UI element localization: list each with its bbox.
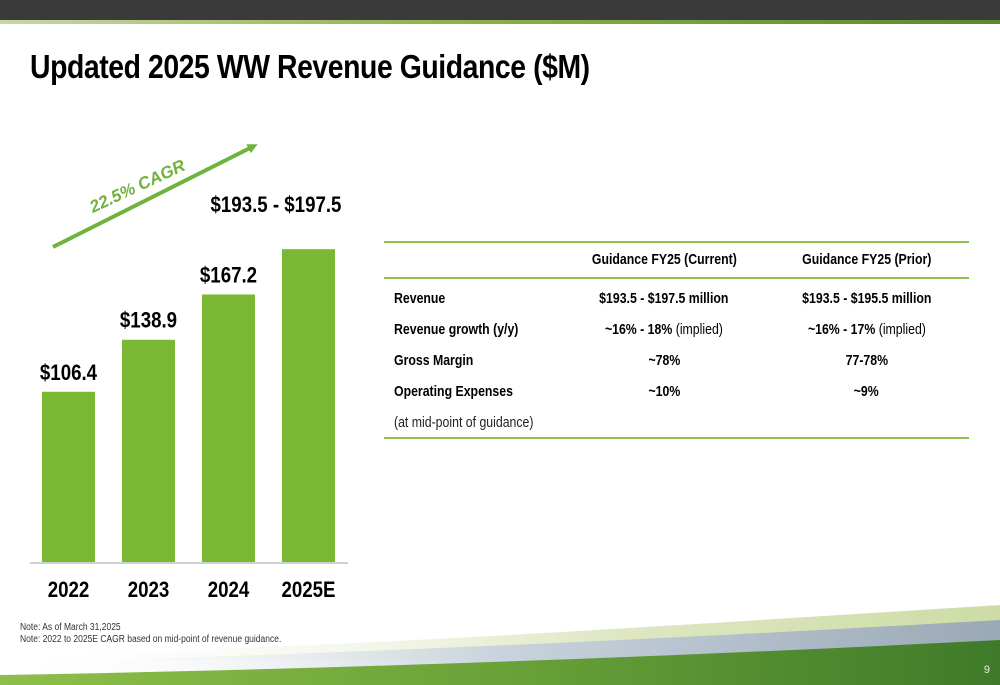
footnotes: Note: As of March 31,2025 Note: 2022 to … bbox=[20, 622, 327, 646]
row-label: Gross Margin bbox=[394, 351, 474, 369]
cell-prior: ~9% bbox=[854, 382, 879, 400]
footnote: Note: 2022 to 2025E CAGR based on mid-po… bbox=[20, 634, 282, 645]
top-bar bbox=[0, 0, 1000, 20]
table-row: Operating Expenses ~10% ~9% bbox=[384, 376, 969, 407]
cell-prior: ~16% - 17% bbox=[807, 320, 875, 338]
table-note-row: (at mid-point of guidance) bbox=[384, 407, 969, 437]
page-title: Updated 2025 WW Revenue Guidance ($M) bbox=[30, 48, 590, 85]
page-number: 9 bbox=[983, 664, 990, 676]
cell-current: ~10% bbox=[648, 382, 680, 400]
revenue-bar-chart: $106.4 2022 $138.9 2023 $167.2 2024 $193.5 - $… bbox=[30, 144, 348, 603]
footer-wave-band bbox=[0, 605, 1000, 685]
x-tick-label: 2022 bbox=[48, 579, 90, 603]
table-top-rule bbox=[384, 241, 969, 243]
bar-2022 bbox=[42, 391, 95, 562]
cell-prior: 77-78% bbox=[845, 351, 888, 369]
cell-prior: $193.5 - $195.5 million bbox=[801, 289, 932, 307]
bar-value-label: $193.5 - $197.5 bbox=[211, 194, 342, 218]
cell-prior-suffix: (implied) bbox=[874, 320, 926, 338]
row-label: Revenue growth (y/y) bbox=[394, 320, 519, 338]
header-prior: Guidance FY25 (Prior) bbox=[801, 251, 932, 268]
bar-2025E bbox=[282, 249, 335, 562]
row-label: Revenue bbox=[394, 289, 446, 307]
bar-value-label: $138.9 bbox=[120, 309, 177, 333]
guidance-table: Guidance FY25 (Current) Guidance FY25 (P… bbox=[384, 241, 969, 439]
bar-value-label: $106.4 bbox=[40, 361, 98, 385]
cell-current: $193.5 - $197.5 million bbox=[599, 289, 729, 307]
x-tick-label: 2024 bbox=[208, 579, 250, 603]
x-tick-label: 2023 bbox=[128, 579, 170, 603]
row-label: Operating Expenses bbox=[394, 382, 513, 400]
table-header-row: Guidance FY25 (Current) Guidance FY25 (P… bbox=[384, 243, 969, 277]
table-note: (at mid-point of guidance) bbox=[394, 413, 534, 431]
table-header-rule bbox=[384, 277, 969, 279]
bar-value-label: $167.2 bbox=[200, 264, 257, 288]
cagr-arrow bbox=[52, 144, 258, 249]
cell-current-suffix: (implied) bbox=[672, 320, 723, 338]
bar-2024 bbox=[202, 294, 255, 562]
footnote: Note: As of March 31,2025 bbox=[20, 622, 121, 633]
bar-2023 bbox=[122, 339, 175, 562]
table-bottom-rule bbox=[384, 437, 969, 439]
table-row: Revenue $193.5 - $197.5 million $193.5 -… bbox=[384, 283, 969, 314]
table-row: Gross Margin ~78% 77-78% bbox=[384, 345, 969, 376]
cell-current: ~78% bbox=[648, 351, 680, 369]
header-current: Guidance FY25 (Current) bbox=[591, 251, 737, 268]
x-tick-label: 2025E bbox=[281, 579, 335, 603]
table-row: Revenue growth (y/y) ~16% - 18% (implied… bbox=[384, 314, 969, 345]
top-accent-stripe bbox=[0, 20, 1000, 24]
cell-current: ~16% - 18% bbox=[605, 320, 673, 338]
